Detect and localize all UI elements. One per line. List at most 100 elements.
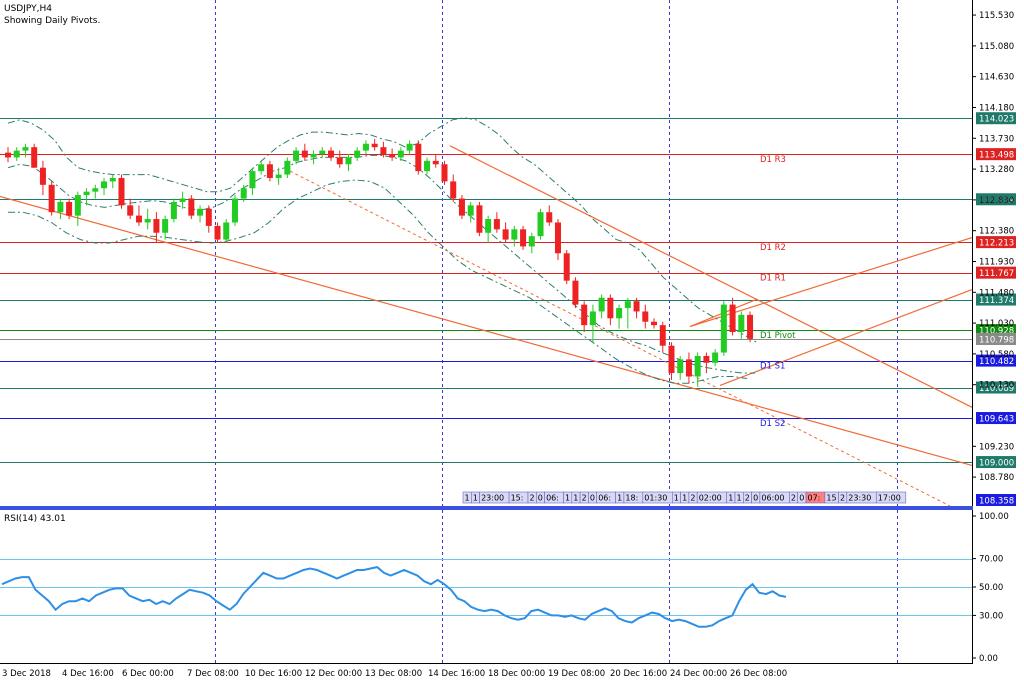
pivot-label: D1 S1 [760, 362, 785, 372]
time-marker-label: 1 [565, 494, 570, 503]
time-axis-label: 7 Dec 08:00 [187, 669, 239, 679]
candle-body-bullish [144, 219, 151, 223]
candle-body-bearish [642, 311, 649, 322]
candle-body-bullish [537, 212, 544, 237]
time-marker-strip: 1 1 23:00 15: 2 0 06: 1 1 2 0 06: 1 18: 01:30 1 1 2 02:00 1… [462, 491, 907, 504]
bollinger-mid [7, 154, 755, 374]
candle-body-bearish [554, 222, 561, 254]
time-marker-label: 15: [511, 494, 524, 503]
candle-body-bullish [249, 171, 256, 189]
price-tag-label: 112.213 [979, 239, 1014, 249]
candle-body-bearish [415, 143, 422, 172]
price-tick-label: 115.080 [979, 42, 1014, 52]
bollinger-layer [7, 117, 757, 384]
time-marker-label: 1 [465, 494, 470, 503]
price-tick-label: 114.630 [979, 73, 1014, 83]
rsi-tick-label: 100.00 [979, 512, 1009, 522]
candle-body-bearish [135, 215, 142, 223]
time-marker-label: 0 [799, 494, 804, 503]
candle-body-bullish [424, 160, 431, 172]
price-tick-label: 111.930 [979, 257, 1014, 267]
candle-body-bearish [389, 154, 396, 158]
candle-body-bullish [589, 311, 596, 326]
candle-body-bullish [74, 195, 81, 216]
price-tag [976, 354, 1016, 367]
price-tag-label: 109.000 [979, 459, 1014, 469]
candle-body-bullish [310, 154, 317, 158]
candle-body-bearish [572, 280, 579, 305]
candle-body-bearish [458, 198, 465, 216]
time-marker-label: 0 [753, 494, 758, 503]
candle-body-bullish [528, 236, 535, 247]
price-tick-layer: 115.530 115.080 114.630 114.180 113.730 113.2… [972, 11, 1014, 483]
pivot-label: D1 R2 [760, 243, 786, 253]
candle-body-bearish [563, 253, 570, 281]
time-marker-label: 06: [546, 494, 559, 503]
candle-body-bullish [22, 147, 29, 151]
candle-body-bullish [13, 150, 20, 158]
candle-body-bullish [240, 188, 247, 199]
candle-body-bullish [467, 205, 474, 216]
price-tick-label: 111.480 [979, 288, 1014, 298]
candle-body-bullish [101, 181, 108, 189]
candle-body-bearish [729, 304, 736, 332]
candle-body-bullish [162, 219, 169, 233]
price-tick-label: 110.580 [979, 350, 1014, 360]
time-marker-label: 02:00 [699, 494, 722, 503]
candle-body-bearish [214, 225, 221, 240]
rsi-line [1, 566, 787, 628]
price-tick-label: 114.180 [979, 103, 1014, 113]
candle-body-bullish [511, 229, 518, 240]
candle-body-bullish [109, 177, 116, 182]
price-tag [976, 193, 1016, 206]
candle-body-bullish [275, 174, 282, 178]
time-axis-label: 14 Dec 16:00 [428, 669, 485, 679]
time-axis-label: 18 Dec 00:00 [488, 669, 545, 679]
symbol-title: USDJPY,H4 [4, 4, 52, 14]
time-marker-label: 2 [582, 494, 587, 503]
price-tag-label: 114.023 [979, 115, 1014, 125]
candle-body-bearish [48, 184, 55, 213]
time-marker-label: 1 [682, 494, 687, 503]
candle-body-bearish [659, 325, 666, 346]
time-axis-label: 19 Dec 08:00 [548, 669, 605, 679]
time-marker-label: 15 [826, 494, 836, 503]
grid-layer [215, 0, 898, 663]
time-marker-label: 23:00 [481, 494, 504, 503]
candle-body-bearish [39, 167, 46, 185]
pivot-label: D1 R1 [760, 274, 786, 284]
time-marker-label: 1 [473, 494, 478, 503]
time-marker-label: 2 [530, 494, 535, 503]
time-marker-label: 06: [598, 494, 611, 503]
candle-body-bullish [362, 143, 369, 151]
candle-body-bearish [476, 205, 483, 233]
candle-body-bearish [685, 359, 692, 377]
candle-body-bullish [345, 157, 352, 165]
time-axis-label: 3 Dec 2018 [2, 669, 51, 679]
price-tag-label: 109.643 [979, 415, 1014, 425]
candle-body-bearish [380, 147, 387, 155]
candle-body-bullish [677, 359, 684, 374]
panel-splitter[interactable] [0, 506, 973, 510]
candle-body-bullish [57, 201, 64, 213]
price-tag [976, 236, 1016, 249]
candle-body-bearish [581, 304, 588, 326]
price-tag-label: 110.928 [979, 327, 1014, 337]
price-tag-label: 110.482 [979, 357, 1014, 367]
candle-body-bearish [301, 150, 308, 158]
time-marker-label: 0 [590, 494, 595, 503]
trendline-upper-channel [449, 145, 973, 408]
candle-body-bearish [703, 355, 710, 363]
rsi-panel: 100.00 70.00 50.00 30.00 0.00 [0, 512, 1009, 664]
candle-body-bullish [319, 150, 326, 155]
time-marker-label: 17:00 [878, 494, 901, 503]
candle-body-bullish [720, 304, 727, 353]
time-marker-label: 1 [728, 494, 733, 503]
trendline-rising-upper [689, 236, 973, 328]
time-marker-label: 2 [791, 494, 796, 503]
candle-body-bullish [83, 191, 90, 196]
bollinger-lower [8, 179, 748, 384]
price-tag-label: 108.358 [979, 497, 1014, 507]
candle-body-bearish [153, 219, 160, 233]
